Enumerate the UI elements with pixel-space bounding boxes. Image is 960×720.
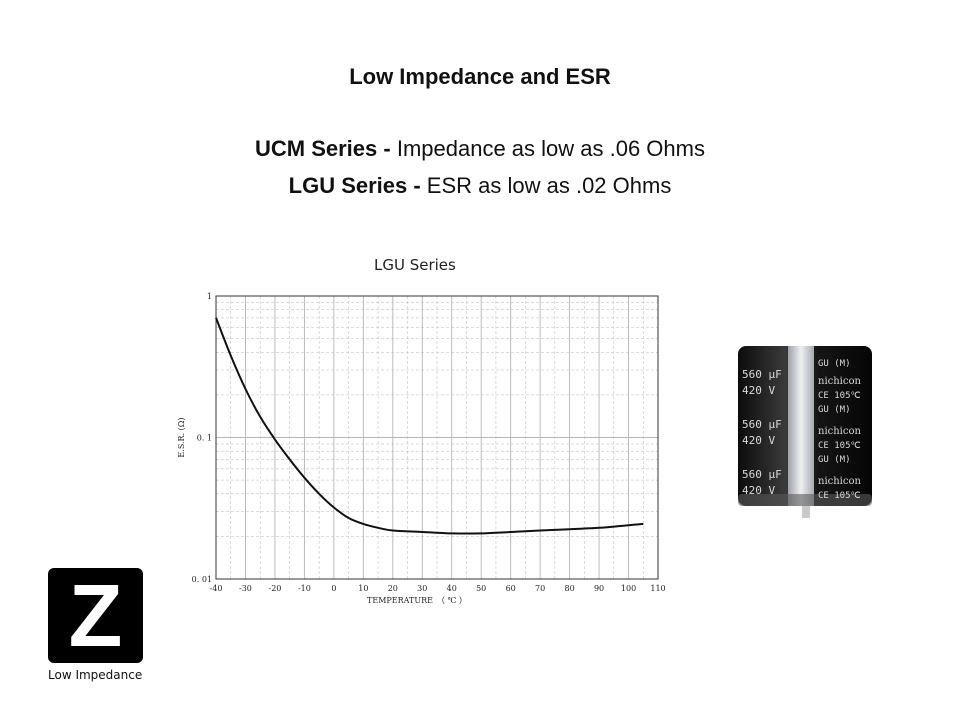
- svg-text:CE 105℃: CE 105℃: [818, 391, 861, 401]
- svg-text:CE 105℃: CE 105℃: [818, 441, 861, 451]
- svg-text:560 µF: 560 µF: [742, 468, 782, 481]
- y-tick-label: 0. 1: [197, 434, 212, 443]
- svg-text:nichicon: nichicon: [818, 476, 861, 487]
- x-tick-label: 0: [331, 584, 336, 593]
- logo-z-letter: Z: [68, 566, 123, 665]
- x-tick-label: 70: [535, 584, 545, 593]
- x-tick-label: 40: [447, 584, 457, 593]
- x-tick-label: 100: [621, 584, 636, 593]
- svg-text:CE 105℃: CE 105℃: [818, 491, 861, 501]
- svg-text:560 µF: 560 µF: [742, 368, 782, 381]
- svg-text:GU (M): GU (M): [818, 455, 851, 465]
- svg-text:420 V: 420 V: [742, 434, 775, 447]
- capacitor-marking: 560 µF 420 V 560 µF 420 V 560 µF 420 V G…: [742, 359, 861, 501]
- lgu-series-name: LGU Series -: [288, 173, 427, 198]
- capacitor-image: 560 µF 420 V 560 µF 420 V 560 µF 420 V G…: [738, 346, 872, 518]
- x-tick-label: 50: [476, 584, 486, 593]
- plot-frame: [215, 295, 659, 580]
- svg-text:nichicon: nichicon: [818, 376, 861, 387]
- capacitor-lead: [802, 502, 810, 518]
- chart-ticks: -40 -30 -20 -10 0 10 20 30 40 50 60 70 80 90 100 110 1 0.…: [192, 292, 666, 593]
- x-axis-label: TEMPERATURE （ ℃ ）: [367, 596, 467, 605]
- svg-text:GU (M): GU (M): [818, 405, 851, 415]
- x-tick-label: 110: [650, 584, 665, 593]
- ucm-series-name: UCM Series -: [255, 136, 397, 161]
- svg-text:420 V: 420 V: [742, 384, 775, 397]
- lgu-series-text: ESR as low as .02 Ohms: [426, 173, 672, 198]
- x-tick-label: 20: [388, 584, 398, 593]
- x-tick-label: 30: [417, 584, 427, 593]
- chart-grid: [215, 296, 659, 580]
- x-tick-label: 60: [506, 584, 516, 593]
- x-tick-label: -40: [210, 584, 223, 593]
- x-tick-label: 10: [358, 584, 368, 593]
- x-tick-label: 80: [565, 584, 575, 593]
- logo-caption: Low Impedance: [48, 668, 143, 682]
- x-tick-label: -30: [239, 584, 252, 593]
- esr-curve: [215, 317, 644, 535]
- svg-text:420 V: 420 V: [742, 484, 775, 497]
- svg-text:nichicon: nichicon: [818, 426, 861, 437]
- x-tick-label: -20: [268, 584, 281, 593]
- y-tick-label: 0. 01: [192, 575, 212, 584]
- y-axis-label: E.S.R. (Ω): [177, 417, 186, 457]
- ucm-series-text: Impedance as low as .06 Ohms: [396, 136, 705, 161]
- slide-title: Low Impedance and ESR: [349, 64, 611, 89]
- capacitor-polarity-stripe: [788, 346, 814, 506]
- ucm-series-line: UCM Series - Impedance as low as .06 Ohm…: [0, 136, 960, 162]
- x-tick-label: -10: [298, 584, 311, 593]
- y-tick-label: 1: [207, 292, 212, 301]
- svg-text:GU (M): GU (M): [818, 359, 851, 369]
- svg-text:560 µF: 560 µF: [742, 418, 782, 431]
- lgu-series-line: LGU Series - ESR as low as .02 Ohms: [0, 173, 960, 199]
- chart-title: LGU Series: [374, 256, 456, 274]
- x-tick-label: 90: [594, 584, 604, 593]
- low-impedance-logo: Z: [48, 568, 143, 663]
